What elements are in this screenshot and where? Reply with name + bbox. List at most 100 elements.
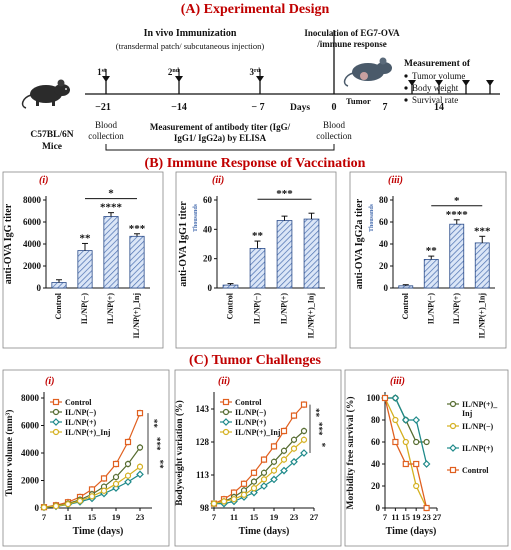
data-point [402,460,409,468]
data-point [290,412,298,419]
y-tick-label: 0 [35,503,40,513]
chart-frame [2,369,170,547]
series-line [213,430,305,505]
day-label: 7 [383,102,388,113]
legend-label: IL/NP(−) [235,408,267,417]
chart-igg1: (ii) 0 20 40 60 Thousands anti-OVA IgG1 titer C… [178,175,325,338]
measurement-item: Tumor volume [412,71,465,81]
data-point [240,480,248,487]
x-tick-label: 19 [412,512,421,522]
significance-label: ** [252,230,264,242]
data-point [449,444,457,452]
y-tick-label: 40 [379,239,389,249]
bullet-icon [404,86,408,90]
bar [276,220,293,289]
y-tick-label: 20 [203,254,213,264]
x-tick-label: Control [54,292,63,319]
inoculation-line1: Inoculation of EG7-OVA [304,28,400,38]
data-point [250,478,258,485]
series-line [384,397,428,509]
panel-c-title: (C) Tumor Challenges [189,353,322,368]
panel-a-title: (A) Experimental Design [181,2,330,17]
series-line [213,439,305,505]
measurement-list: Tumor volume Body weight Survival rate [404,71,465,105]
legend-label: Control [65,398,92,407]
days-axis-label: Days [290,103,310,113]
y-tick-label: 80 [379,195,389,205]
data-point [270,467,278,474]
x-tick-label: IL/NP(+) [280,293,289,325]
data-point [112,473,120,481]
mice-label-line1: C57BL/6N [30,130,73,140]
legend-label: IL/NP(+) [462,444,494,453]
significance-label: *** [314,422,324,436]
bullet-icon [404,98,408,102]
chart-tumor-volume: (i) 0 2000 4000 6000 8000 7 11 15 19 23 Time (days)… [4,376,165,537]
x-tick-label: 27 [433,512,442,522]
x-tick-label: 23 [422,512,431,522]
x-tick-label: 11 [230,512,238,522]
x-tick-label: 15 [88,512,97,522]
data-point [136,410,144,417]
y-tick-label: 8000 [21,393,40,403]
blood-collection-label: Blood [95,120,118,130]
bar [449,223,465,289]
dose-label: 3rd [250,67,261,77]
data-point [392,438,399,446]
y-tick-label: 40 [203,224,213,234]
data-point [112,460,120,468]
x-tick-label: Control [401,292,410,319]
day-label: −14 [171,102,187,113]
significance-label: ** [426,245,438,257]
data-point [423,438,430,446]
data-point [260,469,268,476]
data-point [300,436,308,443]
legend-label: Inj [462,409,473,418]
data-point [449,400,457,408]
data-point [412,416,421,424]
data-point [280,456,288,463]
significance-label: * [317,443,327,448]
y-tick-label: 80 [371,415,381,425]
chart-frame [175,171,337,349]
x-tick-label: IL/NP(+)_Inj [477,293,486,339]
mice-label-line2: Mice [42,142,62,152]
y-unit-label: Thousands [369,203,375,232]
x-tick-label: 23 [136,512,145,522]
data-point [124,478,132,486]
data-point [449,466,457,474]
x-tick-label: 27 [310,512,319,522]
data-point [260,482,268,490]
significance-label: **** [100,202,123,214]
data-point [270,443,278,450]
y-tick-label: 0 [37,283,42,293]
data-point [270,475,278,484]
data-point [240,491,248,498]
x-tick-label: 11 [391,512,399,522]
x-tick-label: 19 [112,512,121,522]
bar [77,250,93,289]
data-point [300,449,308,457]
legend-label: IL/NP(−) [462,422,494,431]
data-point [401,416,410,424]
bracket-label: *** [276,188,293,200]
significance-label: **** [446,209,469,221]
data-point [260,476,268,483]
data-point [260,456,268,463]
panel-roman-label: (i) [45,376,54,387]
y-tick-label: 0 [376,503,381,513]
timeline-ticks [105,30,491,94]
chart-igg2a: (iii) 0 20 40 60 80 Thousands anti-OVA IgG2a ti… [354,175,495,338]
bracket-label: * [108,188,114,200]
data-point [124,438,132,446]
panel-b-title: (B) Immune Response of Vaccination [145,156,366,171]
data-point [300,427,308,435]
blood-collection-bracket [105,144,335,151]
y-tick-label: 60 [203,195,213,205]
data-point [280,447,288,454]
data-point [280,466,288,475]
y-tick-label: 128 [196,437,210,447]
day-label: 0 [332,102,337,113]
